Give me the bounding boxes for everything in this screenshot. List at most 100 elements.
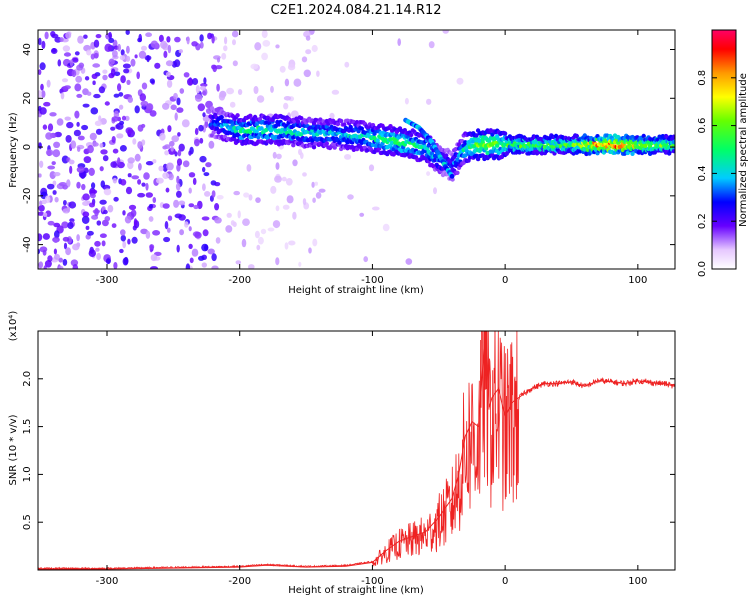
noise-speck [188, 187, 192, 194]
noise-speck [146, 55, 150, 63]
ridge-cell [388, 124, 393, 129]
noise-speck [137, 179, 142, 185]
noise-speck [58, 182, 67, 187]
noise-speck [46, 79, 51, 88]
noise-speck [77, 135, 85, 141]
noise-speck [84, 76, 90, 81]
x-tick-label: -200 [228, 275, 251, 286]
noise-speck [149, 78, 155, 84]
ridge-cell [214, 126, 220, 131]
noise-speck [256, 244, 261, 251]
noise-speck [254, 42, 262, 51]
noise-speck [232, 60, 238, 67]
y-tick-label: 0 [22, 144, 33, 150]
noise-speck [61, 78, 69, 83]
noise-speck [68, 201, 77, 209]
noise-speck [63, 85, 71, 90]
noise-speck [62, 236, 70, 242]
snr-y-label: SNR (10 * v/v) [8, 414, 19, 485]
noise-speck [405, 258, 413, 265]
ridge-cell [348, 124, 353, 130]
noise-speck [188, 226, 192, 232]
noise-speck [287, 63, 296, 71]
noise-speck [305, 35, 311, 41]
noise-speck [111, 223, 117, 229]
noise-speck [344, 154, 352, 160]
ridge-cell [354, 146, 360, 152]
noise-speck [77, 35, 84, 44]
noise-speck [96, 220, 102, 226]
spectrogram-y-label: Frequency (Hz) [8, 112, 19, 188]
y-tick-label: 2.0 [22, 371, 33, 387]
noise-speck [178, 200, 186, 206]
snr-panel: -300 -200 -100 0 100 0.5 1.0 1.5 2.0 Height of … [8, 311, 676, 596]
noise-speck [41, 90, 46, 98]
noise-speck [118, 104, 124, 110]
noise-speck [171, 60, 177, 68]
noise-speck [82, 193, 90, 201]
colorbar-label: Normalized spectral amplitude [738, 73, 749, 227]
snr-x-ticks: -300 -200 -100 0 100 [96, 331, 647, 587]
ridge-cell [354, 120, 360, 125]
noise-speck [43, 101, 51, 107]
noise-speck [65, 135, 72, 143]
noise-speck [73, 129, 81, 137]
noise-speck [159, 132, 166, 141]
noise-speck [250, 63, 259, 70]
x-tick-label: -100 [361, 275, 384, 286]
noise-speck [61, 221, 69, 229]
noise-speck [82, 103, 90, 108]
noise-speck [134, 105, 140, 114]
noise-speck [47, 165, 56, 170]
noise-speck [290, 110, 299, 118]
noise-speck [428, 41, 435, 49]
noise-speck [169, 140, 175, 147]
noise-speck [189, 257, 194, 264]
noise-speck [167, 227, 171, 233]
noise-speck [44, 260, 52, 268]
noise-speck [166, 79, 173, 88]
ridge-cell [455, 170, 460, 175]
noise-speck [78, 62, 85, 69]
noise-speck [110, 59, 115, 65]
noise-speck [125, 186, 133, 195]
noise-speck [93, 39, 100, 48]
noise-speck [203, 77, 207, 85]
noise-speck [81, 183, 86, 191]
noise-speck [226, 87, 235, 95]
noise-speck [103, 188, 112, 196]
noise-speck [71, 69, 77, 78]
noise-speck [82, 201, 90, 206]
noise-speck [67, 221, 74, 230]
noise-speck [305, 49, 312, 55]
noise-speck [131, 175, 140, 180]
noise-speck [39, 107, 47, 115]
noise-speck [98, 86, 106, 94]
noise-speck [120, 229, 126, 236]
ridge-cell [643, 143, 648, 149]
noise-speck [270, 85, 274, 93]
noise-speck [88, 249, 97, 257]
noise-speck [120, 49, 125, 56]
noise-speck [164, 221, 169, 230]
x-tick-label: -100 [361, 576, 384, 587]
colorbar-tick-label: 0.0 [697, 261, 708, 277]
noise-speck [150, 254, 158, 262]
noise-speck [112, 50, 118, 58]
noise-speck [308, 247, 312, 254]
noise-speck [242, 218, 250, 226]
noise-speck [86, 49, 92, 56]
noise-speck [64, 116, 71, 121]
noise-speck [186, 36, 190, 45]
ridge-cell [338, 118, 344, 124]
ridge-cell [311, 121, 317, 126]
ridge-cell [211, 130, 216, 135]
noise-speck [273, 220, 279, 227]
noise-speck [99, 199, 107, 205]
noise-speck [231, 30, 239, 38]
ridge-cell [625, 150, 630, 156]
noise-speck [275, 205, 280, 212]
noise-speck [183, 72, 190, 78]
noise-speck [62, 258, 68, 266]
noise-speck [52, 180, 57, 186]
